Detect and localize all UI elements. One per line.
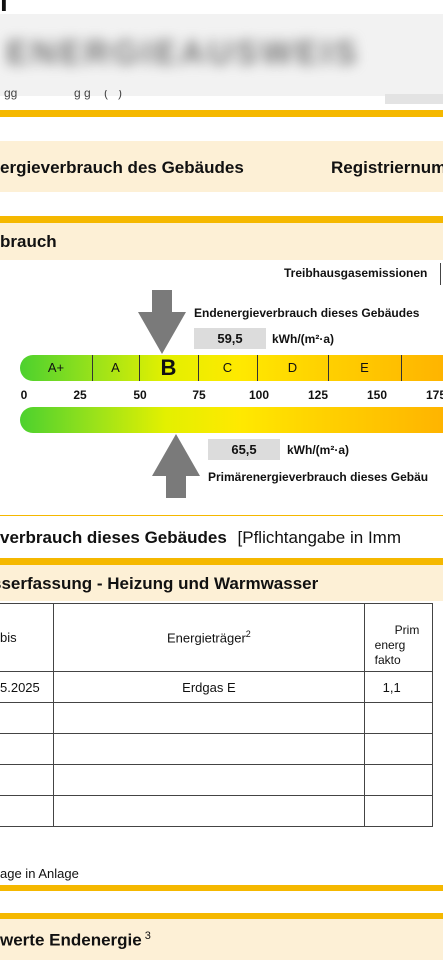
section-band-energy-consumption: [0, 141, 443, 192]
down-arrow-icon: [138, 290, 186, 354]
scale-tick: 175: [425, 388, 443, 402]
footnote-marker: 2: [245, 629, 251, 640]
ghg-box-edge: [440, 263, 443, 285]
table-row: [0, 795, 434, 827]
blurred-header-area: ENERGIEAUSWEIS: [0, 14, 443, 96]
col-header-bis: bis: [0, 603, 55, 672]
scale-tick: 125: [307, 388, 329, 402]
primary-energy-value: 65,5: [208, 439, 280, 460]
section-title-recording: sserfassung - Heizung und Warmwasser: [0, 574, 319, 593]
primary-energy-label: Primärenergieverbrauch dieses Gebäu: [208, 470, 429, 484]
mandatory-info-line: verbrauch dieses Gebäudes [Pflichtangabe…: [0, 528, 401, 548]
divider-line: [0, 913, 443, 919]
mandatory-normal-text: [Pflichtangabe in Imm: [237, 528, 401, 547]
consumption-table: bis Energieträger2 Prim energ fakto 5.20…: [0, 603, 434, 827]
divider-line: [0, 885, 443, 891]
title-fragment: i: [0, 0, 8, 17]
table-row: [0, 702, 434, 734]
efficiency-scale: A+ A B C D E: [20, 355, 443, 381]
grey-field: [385, 94, 443, 104]
primary-scale-bar: [20, 407, 443, 433]
divider-line: [0, 558, 443, 565]
ghg-label: Treibhausgasemissionen: [284, 266, 428, 280]
scale-tick: 75: [192, 388, 206, 402]
scale-class-c: C: [198, 355, 258, 381]
divider-line: [0, 216, 443, 223]
section-band-consumption: [0, 223, 443, 260]
footnote-marker: 3: [144, 930, 151, 942]
section-title-registration: Registriernum: [331, 158, 443, 177]
scale-class-b: B: [139, 355, 199, 381]
end-energy-value: 59,5: [194, 328, 266, 349]
scale-tick: 150: [366, 388, 388, 402]
up-arrow-icon: [152, 434, 200, 498]
scale-tick: 25: [73, 388, 87, 402]
scale-tick: 50: [133, 388, 147, 402]
divider-line: [0, 110, 443, 117]
section-title-end-energy: werte Endenergie 3: [0, 930, 151, 950]
partial-text-line: gg g g ( ): [4, 90, 123, 100]
blurred-heading: ENERGIEAUSWEIS: [6, 34, 360, 72]
col-header-carrier: Energieträger2: [53, 603, 365, 672]
scale-tick: 0: [20, 388, 28, 402]
scale-tick: 100: [248, 388, 270, 402]
table-row: 5.2025 Erdgas E 1,1: [0, 671, 434, 703]
section-band-recording: [0, 565, 443, 601]
scale-class-e: E: [328, 355, 402, 381]
section-band-end-energy: [0, 919, 443, 960]
divider-line: [0, 515, 443, 516]
section-title-energy-consumption: ergieverbrauch des Gebäudes: [0, 158, 244, 177]
scale-class-aplus: A+: [20, 355, 93, 381]
scale-class-a: A: [92, 355, 140, 381]
scale-class-d: D: [257, 355, 329, 381]
table-row: [0, 733, 434, 765]
primary-energy-unit: kWh/(m²·a): [287, 443, 349, 457]
section-title-consumption: brauch: [0, 232, 57, 251]
table-row: [0, 764, 434, 796]
table-footnote: age in Anlage: [0, 866, 79, 881]
col-header-factor: Prim energ fakto: [363, 603, 434, 672]
end-energy-unit: kWh/(m²·a): [272, 332, 334, 346]
mandatory-bold-text: verbrauch dieses Gebäudes: [0, 528, 227, 547]
end-energy-label: Endenergieverbrauch dieses Gebäudes: [194, 306, 420, 320]
